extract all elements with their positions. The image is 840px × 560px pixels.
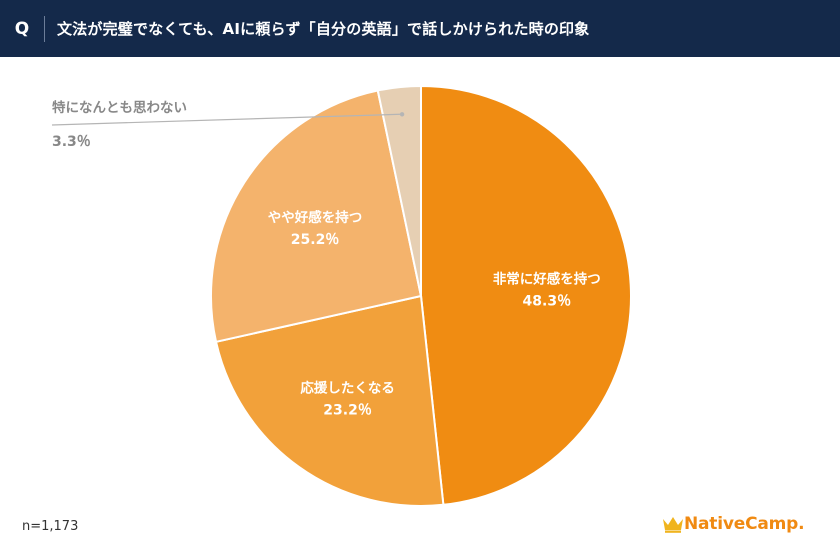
pie-slice-1 bbox=[214, 294, 445, 507]
nativecamp-logo: NativeCamp. bbox=[662, 514, 805, 534]
pie-slice-2 bbox=[210, 89, 423, 344]
slice-value-0: 48.3％ bbox=[523, 293, 572, 309]
header-divider bbox=[44, 15, 45, 42]
pie-slice-3 bbox=[376, 84, 422, 297]
crown-icon bbox=[663, 517, 683, 533]
slice-label-2: やや好感を持つ bbox=[268, 209, 363, 226]
slice-label-1: 応援したくなる bbox=[300, 379, 395, 396]
leader-dot-3 bbox=[399, 112, 405, 117]
slice-label-3: 特になんとも思わない bbox=[52, 99, 187, 116]
slice-value-2: 25.2％ bbox=[291, 232, 340, 248]
sample-size: n=1,173 bbox=[22, 519, 79, 534]
logo-text: NativeCamp. bbox=[684, 514, 805, 534]
slice-value-1: 23.2％ bbox=[323, 402, 372, 418]
slice-label-0: 非常に好感を持つ bbox=[493, 270, 601, 287]
pie-slices bbox=[210, 84, 632, 507]
leader-lines bbox=[51, 112, 405, 126]
pie-slice-0 bbox=[420, 84, 632, 506]
slice-value-3: 3.3％ bbox=[52, 134, 91, 150]
question-header: Q 文法が完璧でなくても、AIに頼らず「自分の英語」で話しかけられた時の印象 bbox=[0, 0, 840, 57]
pie-chart: 非常に好感を持つ 48.3％ 応援したくなる 23.2％ やや好感を持つ 25.2％ 特にな… bbox=[51, 84, 632, 507]
question-text: 文法が完璧でなくても、AIに頼らず「自分の英語」で話しかけられた時の印象 bbox=[57, 20, 590, 38]
slice-labels: 非常に好感を持つ 48.3％ 応援したくなる 23.2％ やや好感を持つ 25.2％ 特にな… bbox=[52, 99, 601, 418]
question-label: Q bbox=[14, 18, 30, 39]
leader-line-3 bbox=[51, 113, 401, 126]
